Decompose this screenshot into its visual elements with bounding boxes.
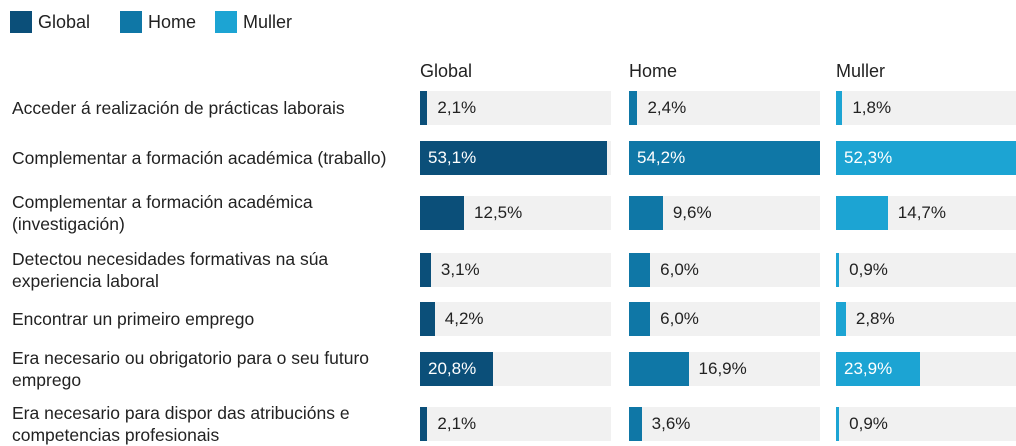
category-label: Encontrar un primeiro emprego <box>12 309 255 329</box>
value-label: 14,7% <box>897 203 946 222</box>
value-label: 6,0% <box>660 260 699 279</box>
value-label: 0,9% <box>849 260 888 279</box>
value-label: 20,8% <box>428 359 477 378</box>
bar <box>420 196 465 230</box>
category-label: Era necesario ou obrigatorio para o seu … <box>12 348 370 390</box>
legend-label: Global <box>38 12 91 32</box>
bar-track: 4,2% <box>420 302 611 336</box>
bar-track: 14,7% <box>836 196 1016 230</box>
panel-title: Global <box>420 61 473 81</box>
category-label: Complementar a formación académica (trab… <box>12 148 387 168</box>
bar-track: 0,9% <box>836 253 1016 287</box>
bar-track: 23,9% <box>836 352 1016 386</box>
bar-track: 9,6% <box>629 196 820 230</box>
bar <box>629 91 638 125</box>
bar-track: 20,8% <box>420 352 611 386</box>
value-label: 4,2% <box>444 309 484 328</box>
value-label: 2,4% <box>647 98 687 117</box>
value-label: 9,6% <box>672 203 712 222</box>
value-label: 3,6% <box>651 414 691 433</box>
value-label: 12,5% <box>474 203 523 222</box>
bar <box>629 141 820 175</box>
bar-track: 16,9% <box>629 352 820 386</box>
value-label: 52,3% <box>844 148 893 167</box>
value-label: 3,1% <box>440 260 480 279</box>
legend-swatch <box>10 11 32 33</box>
bar <box>836 141 1016 175</box>
bar <box>836 407 840 441</box>
category-label: Era necesario para dispor das atribución… <box>12 403 350 445</box>
bar-track: 52,3% <box>836 141 1016 175</box>
bar <box>629 253 651 287</box>
bar <box>629 196 663 230</box>
bar-track: 2,4% <box>629 91 820 125</box>
value-label: 2,8% <box>855 309 895 328</box>
bar-track: 3,1% <box>420 253 611 287</box>
legend-label: Muller <box>243 12 293 32</box>
bar <box>420 407 428 441</box>
bar <box>836 352 921 386</box>
value-label: 6,0% <box>660 309 699 328</box>
bar <box>420 253 431 287</box>
bar-track: 12,5% <box>420 196 611 230</box>
bar <box>836 302 846 336</box>
bar-track: 2,1% <box>420 407 611 441</box>
panel-title: Home <box>629 61 678 81</box>
bar <box>836 196 888 230</box>
legend-swatch <box>120 11 142 33</box>
bar <box>836 91 843 125</box>
bar-track: 54,2% <box>629 141 820 175</box>
value-label: 54,2% <box>637 148 686 167</box>
bar-track: 2,1% <box>420 91 611 125</box>
panel-title: Muller <box>836 61 886 81</box>
value-label: 16,9% <box>698 359 747 378</box>
value-label: 2,1% <box>437 98 477 117</box>
bar-track: 2,8% <box>836 302 1016 336</box>
legend-swatch <box>215 11 237 33</box>
value-label: 2,1% <box>437 414 477 433</box>
bar <box>420 352 494 386</box>
bar-track: 0,9% <box>836 407 1016 441</box>
value-label: 23,9% <box>844 359 893 378</box>
bar-track: 6,0% <box>629 253 820 287</box>
value-label: 0,9% <box>849 414 888 433</box>
value-label: 1,8% <box>852 98 892 117</box>
bar <box>629 302 651 336</box>
bar <box>836 253 840 287</box>
bar <box>629 352 689 386</box>
bar-track: 1,8% <box>836 91 1016 125</box>
category-label: Acceder á realización de prácticas labor… <box>12 98 345 118</box>
bar-track: 6,0% <box>629 302 820 336</box>
bar <box>420 302 435 336</box>
bar-track: 3,6% <box>629 407 820 441</box>
category-label: Detectou necesidades formativas na súa e… <box>12 249 329 291</box>
bar <box>420 91 428 125</box>
value-label: 53,1% <box>428 148 477 167</box>
bar-track: 53,1% <box>420 141 611 175</box>
category-label: Complementar a formación académica (inve… <box>12 192 313 234</box>
legend-label: Home <box>148 12 197 32</box>
bar <box>629 407 642 441</box>
bar <box>420 141 608 175</box>
